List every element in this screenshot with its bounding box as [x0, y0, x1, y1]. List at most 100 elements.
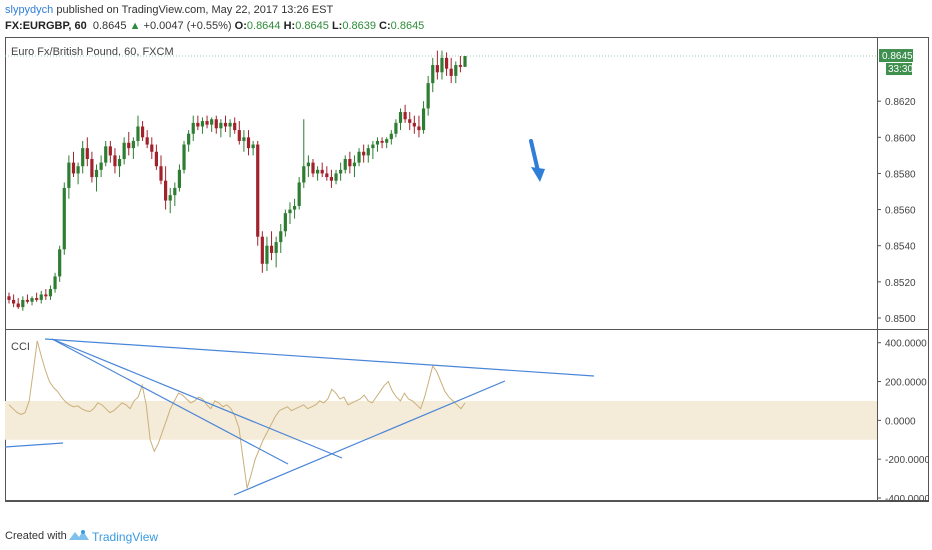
candle	[343, 155, 347, 174]
candle	[16, 298, 20, 309]
price-tick-label: 0.8500	[885, 314, 916, 325]
cci-tick-label: 200.0000	[885, 378, 927, 389]
candle	[25, 294, 30, 304]
cci-tick-label: 0.0000	[885, 416, 916, 427]
candle	[113, 148, 117, 174]
cci-axis-ticks[interactable]: 400.0000 200.0000 0.0000 -200.0000 -400.0000	[877, 339, 929, 502]
candle	[117, 155, 122, 178]
candle	[412, 115, 416, 134]
cci-tick-label: -400.0000	[885, 494, 929, 502]
candle	[366, 144, 370, 163]
candle	[150, 137, 154, 159]
price-pane[interactable]: Euro Fx/British Pound, 60, FXCM 0.8620 0.…	[5, 46, 916, 325]
last-price-badge-bg	[879, 49, 913, 63]
candle	[385, 137, 389, 149]
candle	[223, 115, 228, 132]
price-tick-label: 0.8540	[885, 242, 916, 253]
candle	[76, 162, 80, 185]
candle	[449, 57, 453, 84]
candle	[389, 130, 393, 145]
close-label: C:	[379, 20, 391, 32]
low-label: L:	[331, 20, 343, 32]
candle	[140, 121, 145, 141]
close-value: 0.8645	[390, 20, 425, 32]
candle	[12, 294, 16, 308]
footer: Created with TradingView	[0, 520, 932, 550]
current-price: 0.8645	[92, 20, 127, 32]
last-price-badge: 0.8645 33:30	[879, 49, 913, 76]
candle	[454, 61, 458, 84]
candle	[251, 140, 255, 156]
open-label: O:	[234, 20, 247, 32]
candle	[311, 159, 315, 178]
cci-trendline-a[interactable]	[51, 338, 289, 465]
time-axis-ticks[interactable]: 16171819222324252629	[42, 500, 877, 502]
candle	[173, 182, 177, 206]
cci-support-line[interactable]	[233, 380, 506, 496]
low-value: 0.8639	[342, 20, 376, 32]
price-tick-label: 0.8600	[885, 133, 916, 144]
price-tick-label: 0.8620	[885, 97, 916, 108]
cci-resistance-line[interactable]	[44, 338, 595, 377]
candle	[394, 119, 398, 138]
candle	[417, 115, 421, 138]
high-label: H:	[283, 20, 296, 32]
candle	[288, 202, 292, 225]
cci-pane[interactable]: CCI 400.0000 200.0000 0.0000 -200.0000 -400.…	[5, 338, 929, 502]
price-change: +0.0047 (+0.55%)	[143, 20, 232, 32]
candle	[159, 155, 163, 185]
price-pane-title: Euro Fx/British Pound, 60, FXCM	[11, 46, 174, 58]
candle	[191, 115, 195, 141]
cci-trendline-b[interactable]	[51, 338, 343, 459]
candle	[325, 166, 329, 181]
candle	[99, 155, 103, 178]
candle	[196, 115, 200, 131]
candle	[237, 121, 241, 145]
candle	[145, 130, 149, 149]
candle	[362, 144, 366, 163]
candle	[421, 101, 426, 134]
candle	[329, 169, 334, 188]
candle	[440, 50, 444, 80]
candle	[279, 224, 283, 253]
cci-band	[5, 400, 877, 440]
candle	[357, 148, 361, 167]
candle	[426, 75, 430, 116]
cci-line	[8, 340, 466, 489]
candle	[320, 162, 324, 178]
candle	[246, 130, 251, 156]
cci-left-line[interactable]	[5, 442, 64, 448]
candle	[214, 115, 218, 134]
price-tick-label: 0.8520	[885, 278, 916, 289]
cci-tick-label: -200.0000	[885, 455, 929, 466]
candle	[81, 140, 85, 174]
candle	[154, 144, 158, 170]
author-link[interactable]: slypydych	[5, 4, 54, 16]
chart-area[interactable]: Euro Fx/British Pound, 60, FXCM 0.8620 0.…	[5, 37, 929, 502]
candle	[219, 119, 223, 138]
price-axis-ticks[interactable]: 0.8620 0.8600 0.8580 0.8560 0.8540 0.8520 0.85…	[877, 97, 916, 325]
candle	[127, 131, 131, 156]
tradingview-brand-link[interactable]: TradingView	[92, 530, 159, 544]
chart-header: slypydych published on TradingView.com, …	[0, 0, 932, 36]
candle	[58, 245, 62, 282]
candle	[302, 119, 306, 188]
publish-info: slypydych published on TradingView.com, …	[5, 4, 333, 16]
candle	[444, 52, 449, 76]
published-text: published on TradingView.com, May 22, 20…	[56, 4, 334, 16]
down-arrow-icon[interactable]	[529, 139, 545, 182]
candle	[205, 115, 209, 129]
candle	[283, 209, 287, 237]
tradingview-logo-icon[interactable]	[68, 528, 90, 542]
open-value: 0.8644	[246, 20, 281, 32]
trendlines[interactable]	[5, 338, 595, 496]
candle	[269, 231, 274, 261]
price-tick-label: 0.8560	[885, 206, 916, 217]
candle	[168, 187, 172, 214]
high-value: 0.8645	[295, 20, 329, 32]
candle	[348, 151, 352, 174]
candle	[435, 50, 439, 80]
candle	[164, 166, 168, 210]
change-arrow-icon: ▲	[129, 20, 141, 32]
cci-pane-title: CCI	[11, 341, 30, 353]
